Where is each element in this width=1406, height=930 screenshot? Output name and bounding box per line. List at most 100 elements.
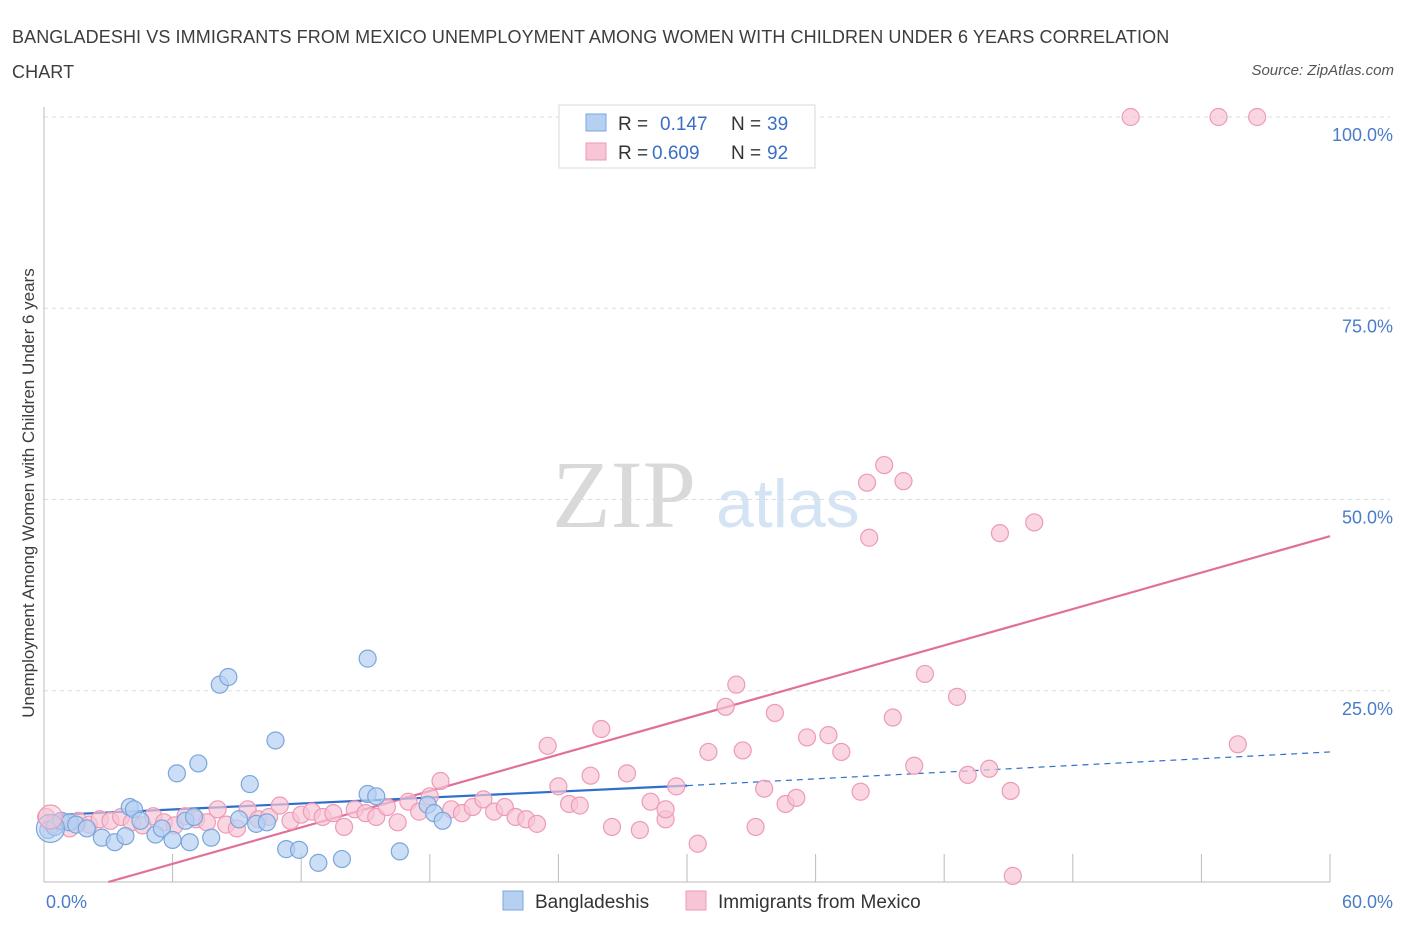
point-mexico [388,813,407,832]
x-tick-label: 60.0% [1342,892,1393,912]
tick-labels: 100.0% 75.0% 50.0% 25.0% 0.0% 60.0% [46,125,1393,912]
point-mexico [602,817,622,837]
point-mexico [947,687,967,706]
point-mexico [851,782,870,801]
point-mexico [527,814,547,833]
point-bangladeshis [77,819,96,838]
axes [43,107,1331,883]
point-mexico [334,817,354,837]
point-bangladeshis [309,853,328,872]
point-mexico [688,834,707,853]
point-mexico [832,742,851,762]
y-tick-label: 25.0% [1342,699,1393,719]
point-mexico [1025,513,1044,532]
point-mexico [324,804,343,823]
y-axis-title: Unemployment Among Women with Children U… [19,268,38,717]
point-mexico [592,719,611,739]
chart-title: BANGLADESHI VS IMMIGRANTS FROM MEXICO UN… [12,27,1170,82]
legend-r-value-1: 0.147 [660,114,708,135]
point-mexico [570,796,589,815]
point-bangladeshis [390,842,409,861]
gridlines [44,116,1390,692]
point-mexico [857,473,877,492]
legend-swatch-bangladeshis [585,113,607,132]
point-bangladeshis [219,667,238,687]
point-mexico [1209,107,1228,127]
point-mexico [787,788,806,807]
point-mexico [1228,735,1247,754]
point-mexico [377,797,397,817]
point-bangladeshis [240,774,259,794]
point-mexico [875,455,894,475]
point-bangladeshis [358,649,377,668]
point-bangladeshis [163,830,182,850]
point-bangladeshis [184,807,204,827]
series-legend: Bangladeshis Immigrants from Mexico [502,890,921,913]
point-mexico [617,764,637,783]
point-mexico [270,796,289,815]
point-mexico [667,777,686,796]
watermark-atlas: atlas [716,466,860,542]
legend-r-value-2: 0.609 [652,143,700,164]
point-mexico [474,790,493,809]
point-bangladeshis [289,840,309,859]
source-label: Source: ZipAtlas.com [1251,62,1394,79]
point-bangladeshis [229,810,249,829]
point-mexico [883,708,902,727]
point-mexico [581,766,600,785]
point-mexico [630,820,649,840]
legend-n-label-2: N = [731,143,761,164]
point-mexico [958,765,977,785]
legend-n-value-1: 39 [767,114,788,135]
point-bangladeshis [257,813,277,832]
point-mexico [641,792,660,811]
point-mexico [990,524,1010,543]
trend-line-bangladeshis-dashed [686,751,1331,787]
point-bangladeshis [332,849,352,869]
point-bangladeshis [167,764,186,783]
point-mexico [699,742,718,762]
legend-swatch-mexico [585,142,607,161]
point-mexico [37,804,64,830]
bottom-legend-label-bangladeshis: Bangladeshis [535,892,649,913]
bottom-legend-swatch-mexico [685,890,707,911]
point-bangladeshis [202,828,221,847]
point-mexico [860,528,879,547]
point-mexico [905,756,924,775]
point-mexico [549,777,568,796]
point-bangladeshis [189,754,208,773]
bottom-legend-swatch-bangladeshis [502,890,524,911]
point-mexico [727,675,746,694]
point-bangladeshis [433,811,452,830]
point-bangladeshis [116,826,135,846]
point-bangladeshis [180,833,199,852]
y-tick-label: 50.0% [1342,508,1393,528]
point-mexico [980,759,999,778]
stats-legend: R = 0.147 N = 39 R = 0.609 N = 92 [558,104,816,169]
point-mexico [1001,781,1020,801]
legend-n-label-1: N = [731,114,761,135]
y-tick-label: 100.0% [1332,125,1393,145]
point-mexico [819,726,838,745]
point-mexico [538,736,557,755]
point-mexico [746,817,765,837]
point-mexico [797,728,817,747]
point-mexico [656,800,675,819]
point-mexico [1121,107,1140,127]
legend-r-label-1: R = [618,114,648,135]
point-bangladeshis [152,819,171,838]
legend-r-label-2: R = [618,143,648,164]
point-mexico [716,697,735,716]
point-bangladeshis [266,731,285,750]
point-mexico [765,703,784,723]
point-mexico [1248,107,1267,127]
point-mexico [208,800,227,819]
point-mexico [915,664,935,684]
legend-n-value-2: 92 [767,143,788,164]
point-mexico [1003,866,1022,885]
point-bangladeshis [367,787,386,806]
data-points [35,107,1267,885]
y-tick-label: 75.0% [1342,316,1393,336]
watermark-zip: ZIP [552,441,696,548]
